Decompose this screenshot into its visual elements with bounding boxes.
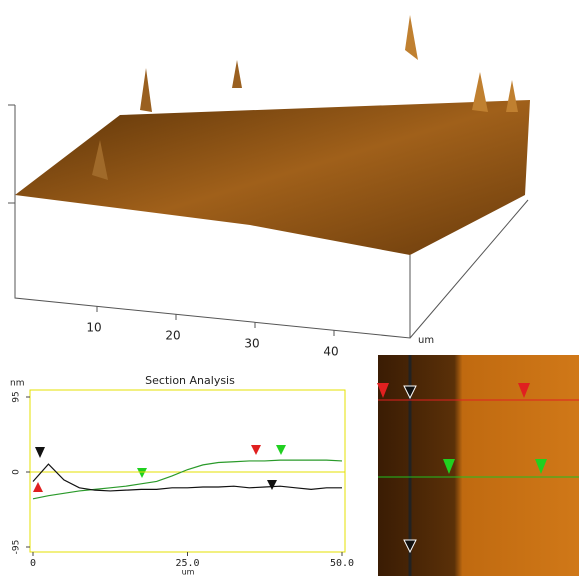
- peak: [140, 68, 152, 112]
- x-tick-label: 0: [30, 558, 36, 569]
- surface-ticks: 10 20 30 40: [86, 306, 338, 359]
- cursor: [33, 482, 43, 492]
- surface-axis-unit: um: [418, 335, 434, 346]
- screen: 10 20 30 40 um Section Analysis nm um -95 0 9…: [0, 0, 579, 576]
- plot-area: -95 0 95 0 25.0 50.0: [12, 391, 355, 569]
- surface-3d: [8, 15, 530, 338]
- cursor: [35, 447, 45, 458]
- y-tick-label: 0: [12, 469, 22, 475]
- page: 10 20 30 40 um Section Analysis nm um -95 0 9…: [0, 0, 579, 576]
- cursor: [251, 445, 261, 455]
- series-line: [33, 460, 342, 499]
- x-tick-label: 40: [323, 345, 338, 359]
- peak: [472, 72, 488, 112]
- y-tick-label: 95: [12, 391, 22, 402]
- plot-frame: [30, 390, 345, 552]
- x-tick-label: 10: [86, 321, 101, 335]
- surface: [15, 100, 530, 255]
- image-2d: [377, 355, 579, 576]
- peak: [405, 15, 418, 60]
- y-axis-label: nm: [10, 379, 24, 389]
- cursor: [267, 480, 277, 490]
- x-tick-label: 20: [165, 329, 180, 343]
- cursor: [276, 445, 286, 455]
- cursor: [137, 468, 147, 478]
- x-tick-label: 25.0: [175, 558, 199, 569]
- x-tick-label: 30: [244, 337, 259, 351]
- series-line: [33, 464, 342, 491]
- chart-title: Section Analysis: [145, 374, 235, 387]
- peak: [232, 60, 242, 88]
- peak: [506, 80, 518, 112]
- x-tick-label: 50.0: [330, 558, 354, 569]
- y-tick-label: -95: [12, 540, 22, 555]
- section-chart: Section Analysis nm um: [10, 374, 345, 576]
